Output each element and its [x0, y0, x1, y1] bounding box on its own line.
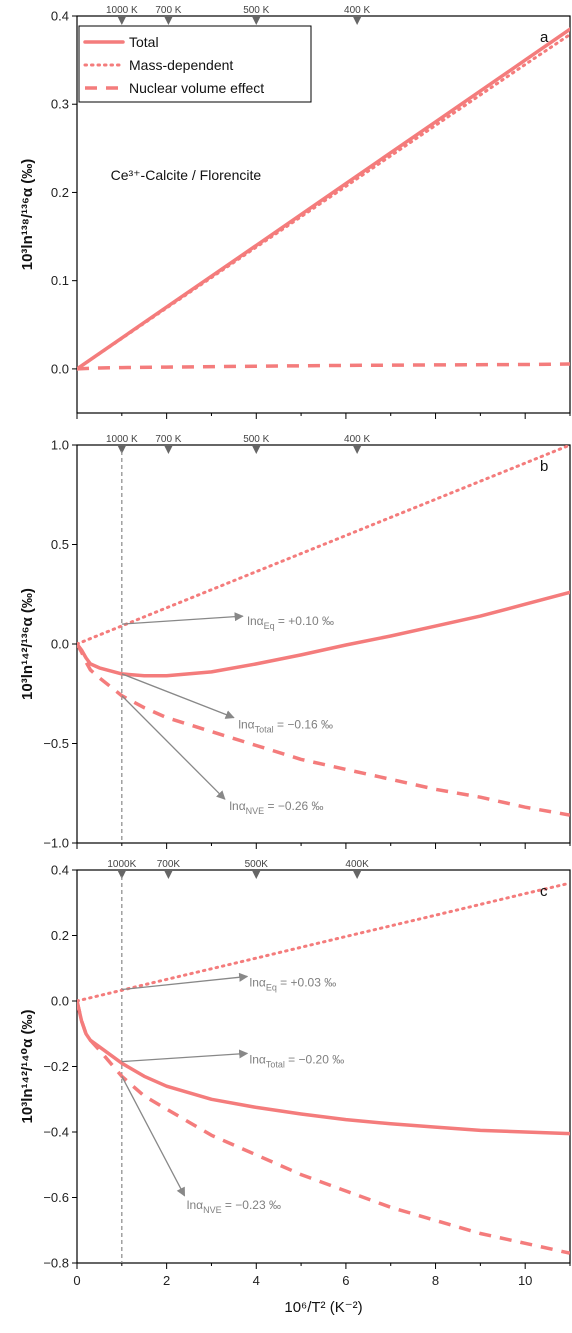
x-tick-label: 2	[163, 1273, 170, 1288]
annotation-label: lnαTotal = −0.16 ‰	[238, 718, 333, 735]
temperature-label: 1000 K	[106, 434, 138, 445]
series-group	[77, 881, 570, 1255]
y-tick-label: 0.0	[51, 637, 69, 652]
temperature-label: 400 K	[344, 434, 370, 445]
y-axis-title: 10³ln¹⁴²/¹⁴⁰α (‰)	[19, 1010, 36, 1124]
temperature-marker-icon	[164, 446, 173, 454]
y-tick-label: −0.2	[43, 1059, 69, 1074]
series-line-total	[77, 999, 570, 1136]
temperature-label: 700K	[157, 859, 181, 870]
series-line-mass-dependent	[77, 881, 570, 1003]
panel-label: b	[540, 458, 548, 475]
series-line-mass-dependent	[77, 33, 570, 371]
y-tick-label: 0.1	[51, 273, 69, 288]
y-axis-title: 10³ln¹³⁸/¹³⁶α (‰)	[19, 159, 36, 271]
series-group	[77, 27, 570, 371]
series-line-total	[77, 27, 570, 371]
legend-label: Nuclear volume effect	[129, 80, 264, 96]
temperature-marker-icon	[117, 446, 126, 454]
annotation-arrow	[121, 972, 249, 991]
legend-label: Mass-dependent	[129, 57, 233, 73]
temperature-marker-icon	[353, 871, 362, 879]
temperature-label: 500 K	[243, 434, 269, 445]
temperature-label: 700 K	[155, 434, 181, 445]
y-tick-label: 0.3	[51, 97, 69, 112]
y-tick-label: 0.2	[51, 185, 69, 200]
annotation-arrow	[121, 695, 226, 800]
x-tick-label: 0	[73, 1273, 80, 1288]
y-tick-label: 0.2	[51, 928, 69, 943]
temperature-label: 500K	[245, 859, 269, 870]
temperature-label: 700 K	[155, 5, 181, 16]
panels: 0.0 0.1 0.2 0.3 0.4 1000 K 700 K 500 K 400 K a 10³…	[19, 5, 571, 1288]
y-tick-label: 0.0	[51, 994, 69, 1009]
temperature-label: 500 K	[243, 5, 269, 16]
series-line-nuclear-volume-effect	[77, 362, 570, 371]
temperature-label: 400K	[345, 859, 369, 870]
temperature-marker-icon	[353, 17, 362, 25]
temperature-marker-icon	[353, 446, 362, 454]
x-tick-label: 10	[518, 1273, 532, 1288]
sample-label: Ce³⁺-Calcite / Florencite	[111, 167, 262, 183]
panel-label: c	[540, 883, 548, 900]
x-axis-title: 10⁶/T² (K⁻²)	[284, 1299, 362, 1316]
annotation-arrow	[121, 1049, 249, 1063]
y-tick-label: −0.5	[43, 736, 69, 751]
y-tick-label: 1.0	[51, 438, 69, 453]
y-tick-label: 0.4	[51, 863, 69, 878]
panel-b: −1.0 −0.5 0.0 0.5 1.0 1000 K 700 K 500 K 400 K b 1…	[19, 434, 571, 851]
panel-label: a	[540, 29, 549, 46]
series-group	[77, 445, 570, 817]
temperature-marker-icon	[252, 871, 261, 879]
annotation-label: lnαNVE = −0.26 ‰	[229, 799, 323, 816]
x-tick-label: 6	[342, 1273, 349, 1288]
series-line-total	[77, 590, 570, 678]
annotation-arrow	[121, 1076, 186, 1197]
x-tick-label: 4	[253, 1273, 260, 1288]
annotation-label: lnαTotal = −0.20 ‰	[250, 1052, 345, 1069]
temperature-marker-icon	[117, 871, 126, 879]
y-tick-label: 0.0	[51, 361, 69, 376]
legend: Total Mass-dependent Nuclear volume effect	[78, 25, 312, 103]
y-tick-label: −0.4	[43, 1125, 69, 1140]
y-axis-title: 10³ln¹⁴²/¹³⁶α (‰)	[19, 588, 36, 700]
annotation-label: lnαNVE = −0.23 ‰	[187, 1198, 281, 1215]
y-tick-label: 0.4	[51, 9, 69, 24]
plot-frame	[76, 869, 571, 1264]
series-line-nuclear-volume-effect	[77, 1000, 570, 1255]
series-line-nuclear-volume-effect	[77, 643, 570, 817]
temperature-marker-icon	[164, 871, 173, 879]
legend-label: Total	[129, 34, 159, 50]
temperature-marker-icon	[164, 17, 173, 25]
y-tick-label: −0.6	[43, 1190, 69, 1205]
y-tick-label: 0.5	[51, 537, 69, 552]
panel-c: −0.8 −0.6 −0.4 −0.2 0.0 0.2 0.4 0 2 4 6 8 10 1000K 700…	[19, 859, 571, 1288]
temperature-marker-icon	[252, 446, 261, 454]
series-line-mass-dependent	[77, 445, 570, 646]
temperature-label: 1000K	[107, 859, 136, 870]
plot-frame	[76, 15, 571, 414]
annotation-arrow	[121, 612, 244, 625]
plot-frame	[76, 444, 571, 844]
x-tick-label: 8	[432, 1273, 439, 1288]
temperature-label: 400 K	[344, 5, 370, 16]
y-tick-label: −1.0	[43, 836, 69, 851]
temperature-marker-icon	[252, 17, 261, 25]
annotation-label: lnαEq = +0.03 ‰	[250, 975, 337, 992]
temperature-label: 1000 K	[106, 5, 138, 16]
y-tick-label: −0.8	[43, 1256, 69, 1271]
temperature-marker-icon	[117, 17, 126, 25]
panel-a: 0.0 0.1 0.2 0.3 0.4 1000 K 700 K 500 K 400 K a 10³…	[19, 5, 571, 419]
annotation-label: lnαEq = +0.10 ‰	[247, 614, 334, 631]
annotation-arrow	[121, 673, 235, 719]
